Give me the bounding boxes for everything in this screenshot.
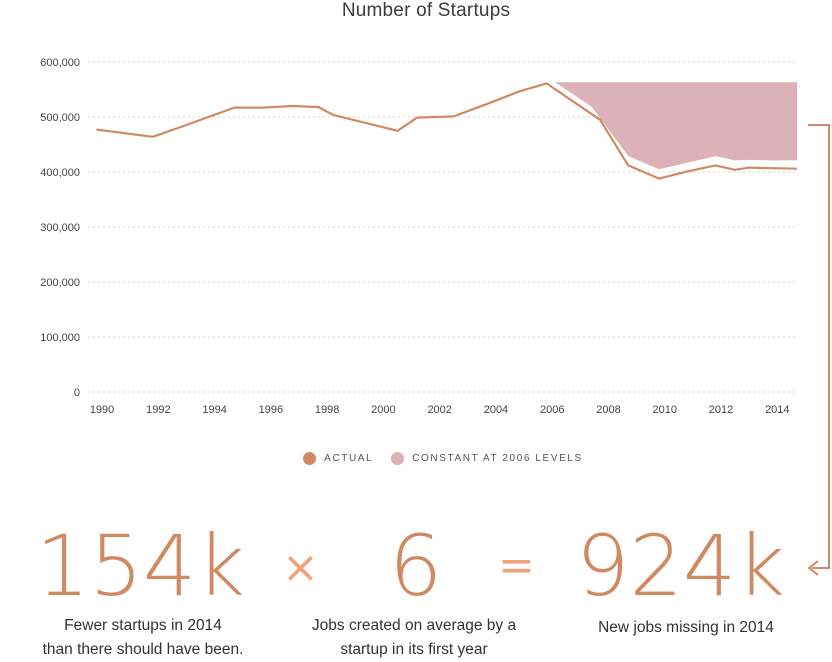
legend-label-actual: ACTUAL [324, 453, 374, 464]
x-tick-label: 2002 [427, 404, 451, 416]
y-tick-label: 600,000 [40, 57, 80, 69]
legend-label-constant: CONSTANT AT 2006 LEVELS [412, 453, 583, 464]
area-constant-2006 [555, 82, 797, 170]
line-actual [96, 82, 798, 180]
caption-missing-jobs-line1: New jobs missing in 2014 [598, 619, 774, 636]
fewer-startups-value: 154k [36, 517, 245, 615]
x-tick-label: 1994 [202, 404, 226, 416]
bracket-arrowhead [807, 560, 819, 576]
legend-item-actual: ACTUAL [303, 452, 373, 465]
y-tick-label: 400,000 [40, 167, 80, 179]
y-tick-label: 500,000 [40, 112, 80, 124]
legend: ACTUAL CONSTANT AT 2006 LEVELS [0, 452, 832, 465]
x-tick-label: 2010 [653, 404, 677, 416]
y-tick-label: 0 [74, 387, 80, 399]
y-tick-label: 300,000 [40, 222, 80, 234]
area-layer [555, 82, 797, 170]
bracket-layer [807, 124, 830, 576]
caption-fewer-startups-line2: than there should have been. [42, 641, 244, 658]
x-tick-label: 2006 [540, 404, 564, 416]
caption-fewer-startups-line1: Fewer startups in 2014 [64, 617, 222, 634]
times-sign: × [282, 542, 319, 593]
caption-missing-jobs: New jobs missing in 2014 [570, 616, 802, 640]
chart-title: Number of Startups [341, 0, 511, 21]
x-tick-label: 1990 [90, 404, 114, 416]
y-tick-labels: 0 100,000 200,000 300,000 400,000 500,000 600,… [40, 57, 80, 399]
bracket-connector [808, 124, 830, 569]
x-tick-labels: 1990 1992 1994 1996 1998 2000 2002 2004 2006 2008… [90, 404, 790, 416]
caption-jobs-created-line1: Jobs created on average by a [311, 617, 517, 634]
x-tick-label: 2004 [484, 404, 508, 416]
y-tick-label: 200,000 [40, 277, 80, 289]
x-tick-label: 1996 [259, 404, 283, 416]
caption-fewer-startups: Fewer startups in 2014 than there should… [18, 614, 268, 662]
x-tick-label: 1992 [146, 404, 170, 416]
x-tick-label: 2014 [765, 404, 789, 416]
missing-jobs-value: 924k [576, 517, 785, 615]
x-tick-label: 2000 [371, 404, 395, 416]
x-tick-label: 2008 [596, 404, 620, 416]
x-tick-label: 1998 [315, 404, 339, 416]
caption-jobs-created-line2: startup in its first year [340, 641, 488, 658]
legend-swatch-actual [303, 452, 317, 465]
equals-sign: = [498, 540, 535, 591]
legend-item-constant: CONSTANT AT 2006 LEVELS [391, 452, 583, 465]
jobs-per-startup-value: 6 [389, 517, 443, 615]
y-tick-label: 100,000 [40, 332, 80, 344]
x-tick-label: 2012 [709, 404, 733, 416]
legend-swatch-constant [391, 452, 405, 465]
caption-jobs-created: Jobs created on average by a startup in … [288, 614, 540, 662]
line-layer [96, 82, 798, 180]
